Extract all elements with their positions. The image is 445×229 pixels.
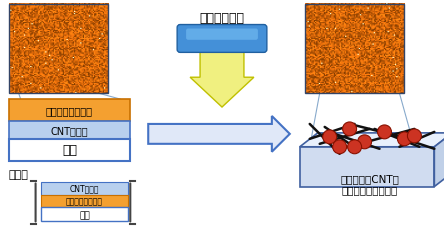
Bar (40, 207, 128, 221)
Bar (8, 5, 108, 94)
Polygon shape (300, 147, 434, 187)
Bar (305, 5, 405, 94)
FancyBboxPatch shape (186, 29, 258, 41)
Text: ナノ粒子とCNTが
結合した透明導電膜: ナノ粒子とCNTが 結合した透明導電膜 (340, 173, 399, 194)
Circle shape (377, 125, 392, 139)
Polygon shape (300, 133, 445, 147)
Bar (8, 100, 130, 121)
Polygon shape (148, 117, 290, 152)
Polygon shape (434, 133, 445, 187)
Polygon shape (190, 52, 254, 108)
Circle shape (323, 130, 337, 144)
Text: 基板: 基板 (79, 210, 90, 219)
Circle shape (408, 129, 421, 143)
Text: または: または (8, 169, 28, 179)
Text: CNT含有膜: CNT含有膜 (70, 184, 99, 193)
Circle shape (333, 140, 347, 154)
Text: パルス光照射: パルス光照射 (199, 12, 244, 25)
Text: 金属ハロゲン化物: 金属ハロゲン化物 (46, 106, 93, 115)
Bar (8, 121, 130, 139)
Circle shape (358, 135, 372, 149)
Text: CNT含有膜: CNT含有膜 (51, 125, 88, 135)
Circle shape (397, 132, 412, 146)
Text: 金属ハロゲン化物: 金属ハロゲン化物 (66, 197, 103, 206)
Circle shape (348, 140, 362, 154)
Circle shape (343, 123, 356, 136)
Bar (40, 182, 128, 195)
Text: 基板: 基板 (62, 144, 77, 157)
Bar (40, 195, 128, 207)
FancyBboxPatch shape (177, 25, 267, 53)
Bar (8, 139, 130, 161)
